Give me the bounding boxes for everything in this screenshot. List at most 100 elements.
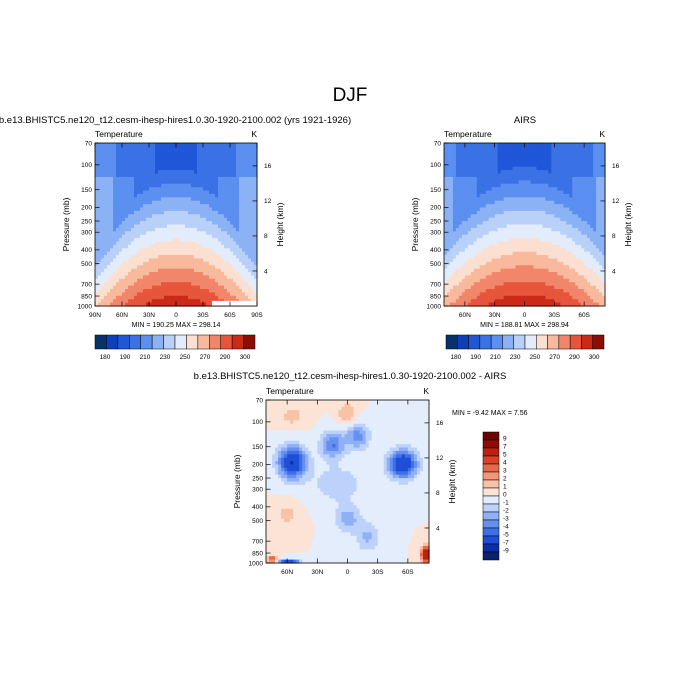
- field-cell: [251, 149, 255, 154]
- field-cell: [215, 295, 219, 300]
- field-cell: [557, 143, 561, 147]
- field-cell: [200, 227, 204, 232]
- field-cell: [521, 278, 526, 283]
- field-cell: [158, 197, 162, 202]
- field-cell: [503, 234, 508, 239]
- field-cell: [476, 231, 481, 236]
- field-cell: [569, 251, 573, 256]
- field-cell: [176, 193, 180, 198]
- field-cell: [98, 227, 102, 232]
- field-cell: [185, 153, 189, 158]
- field-cell: [119, 149, 123, 154]
- field-cell: [476, 190, 481, 195]
- field-cell: [152, 248, 156, 253]
- field-cell: [158, 255, 162, 260]
- field-cell: [506, 275, 511, 280]
- field-cell: [524, 180, 529, 185]
- field-cell: [221, 292, 225, 297]
- field-cell: [149, 278, 153, 283]
- field-cell: [110, 207, 114, 212]
- field-cell: [521, 272, 526, 277]
- field-cell: [149, 190, 153, 195]
- field-cell: [203, 143, 207, 147]
- field-cell: [482, 255, 487, 260]
- field-cell: [200, 244, 204, 249]
- field-cell: [539, 282, 543, 287]
- field-cell: [221, 231, 225, 236]
- field-cell: [461, 285, 466, 290]
- field-cell: [224, 166, 228, 171]
- field-cell: [518, 210, 523, 215]
- field-cell: [524, 221, 529, 226]
- field-cell: [170, 170, 174, 175]
- field-cell: [203, 176, 207, 181]
- field-cell: [554, 278, 558, 283]
- field-cell: [446, 180, 451, 185]
- field-cell: [137, 176, 141, 181]
- field-cell: [560, 244, 564, 249]
- field-cell: [554, 173, 558, 178]
- field-cell: [530, 176, 535, 181]
- field-cell: [581, 227, 585, 232]
- field-cell: [203, 173, 207, 178]
- field-cell: [560, 183, 564, 188]
- field-cell: [161, 275, 165, 280]
- field-cell: [461, 224, 466, 229]
- field-cell: [128, 241, 132, 246]
- field-cell: [497, 227, 502, 232]
- field-cell: [119, 234, 123, 239]
- field-cell: [506, 214, 511, 219]
- field-cell: [458, 143, 463, 147]
- field-cell: [230, 289, 234, 294]
- field-cell: [444, 214, 448, 219]
- field-cell: [524, 268, 529, 273]
- field-cell: [134, 173, 138, 178]
- field-cell: [593, 156, 597, 161]
- field-cell: [182, 207, 186, 212]
- field-cell: [455, 170, 460, 175]
- field-cell: [140, 265, 144, 270]
- field-cell: [245, 258, 249, 263]
- field-cell: [110, 278, 114, 283]
- field-cell: [542, 190, 546, 195]
- field-cell: [491, 227, 496, 232]
- field-cell: [536, 170, 541, 175]
- field-cell: [458, 204, 463, 209]
- field-cell: [239, 285, 243, 290]
- field-cell: [587, 275, 591, 280]
- field-cell: [551, 238, 555, 243]
- field-cell: [455, 197, 460, 202]
- field-cell: [449, 187, 454, 192]
- field-cell: [464, 224, 469, 229]
- field-cell: [596, 146, 600, 151]
- field-cell: [587, 278, 591, 283]
- field-cell: [518, 234, 523, 239]
- field-cell: [95, 187, 99, 192]
- field-cell: [470, 238, 475, 243]
- field-cell: [554, 282, 558, 287]
- field-cell: [473, 238, 478, 243]
- field-cell: [452, 234, 457, 239]
- field-cell: [470, 255, 475, 260]
- field-cell: [542, 241, 546, 246]
- field-cell: [581, 268, 585, 273]
- field-cell: [203, 261, 207, 266]
- field-cell: [158, 210, 162, 215]
- field-cell: [161, 299, 165, 304]
- field-cell: [167, 282, 171, 287]
- field-cell: [569, 268, 573, 273]
- field-cell: [128, 204, 132, 209]
- field-cell: [563, 272, 567, 277]
- field-cell: [500, 261, 505, 266]
- field-cell: [140, 292, 144, 297]
- field-cell: [566, 180, 570, 185]
- field-cell: [245, 200, 249, 205]
- field-cell: [125, 176, 129, 181]
- field-cell: [200, 302, 204, 307]
- field-cell: [113, 295, 117, 300]
- field-cell: [101, 227, 105, 232]
- field-cell: [158, 285, 162, 290]
- field-cell: [569, 176, 573, 181]
- field-cell: [107, 275, 111, 280]
- field-cell: [551, 180, 555, 185]
